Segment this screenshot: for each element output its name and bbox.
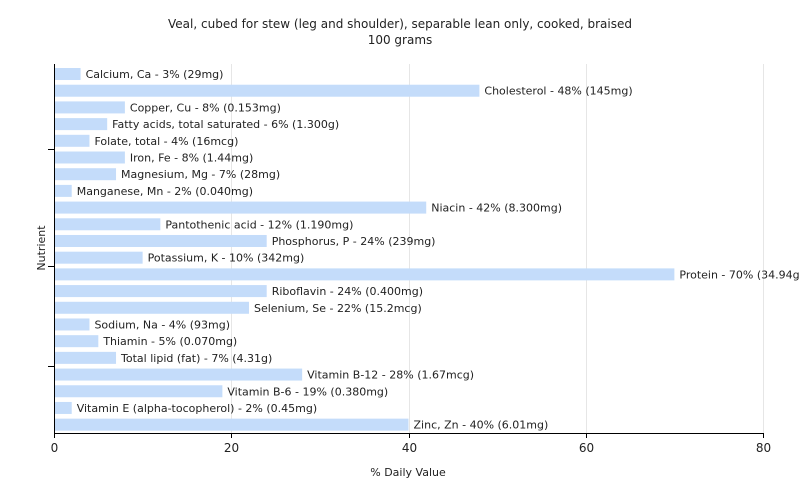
bar-label-2: Copper, Cu - 8% (0.153mg) [130, 101, 281, 114]
bar-label-0: Calcium, Ca - 3% (29mg) [86, 68, 224, 81]
bar-15 [55, 318, 90, 331]
bar-label-7: Manganese, Mn - 2% (0.040mg) [77, 185, 253, 198]
bar-label-9: Pantothenic acid - 12% (1.190mg) [165, 218, 353, 231]
bar-20 [55, 401, 72, 414]
bar-label-8: Niacin - 42% (8.300mg) [431, 202, 562, 215]
bar-label-6: Magnesium, Mg - 7% (28mg) [121, 168, 280, 181]
bar-9 [55, 218, 161, 231]
bar-0 [55, 68, 81, 81]
bar-6 [55, 168, 117, 181]
bar-13 [55, 285, 267, 298]
bar-label-21: Zinc, Zn - 40% (6.01mg) [414, 419, 549, 432]
bar-label-12: Protein - 70% (34.94g) [679, 268, 800, 281]
bar-17 [55, 351, 117, 364]
bar-label-20: Vitamin E (alpha-tocopherol) - 2% (0.45m… [77, 402, 317, 415]
chart-title-block: Veal, cubed for stew (leg and shoulder),… [0, 16, 800, 48]
bar-label-14: Selenium, Se - 22% (15.2mcg) [254, 302, 422, 315]
x-tick-label-0: 0 [51, 441, 59, 455]
bar-5 [55, 151, 125, 164]
bar-12 [55, 268, 675, 281]
bar-label-18: Vitamin B-12 - 28% (1.67mcg) [307, 369, 474, 382]
bar-1 [55, 84, 480, 97]
bar-label-5: Iron, Fe - 8% (1.44mg) [130, 152, 253, 165]
bar-8 [55, 201, 427, 214]
bar-16 [55, 335, 99, 348]
bar-label-11: Potassium, K - 10% (342mg) [148, 252, 305, 265]
bar-label-17: Total lipid (fat) - 7% (4.31g) [120, 352, 272, 365]
bar-label-16: Thiamin - 5% (0.070mg) [102, 335, 237, 348]
bar-2 [55, 101, 125, 114]
x-axis-title: % Daily Value [370, 466, 446, 479]
bar-label-4: Folate, total - 4% (16mcg) [94, 135, 238, 148]
bar-label-13: Riboflavin - 24% (0.400mg) [272, 285, 423, 298]
bar-18 [55, 368, 303, 381]
bar-label-3: Fatty acids, total saturated - 6% (1.300… [112, 118, 339, 131]
bar-10 [55, 234, 267, 247]
axis-layer: 0 20 40 60 80 [48, 64, 771, 455]
bar-21 [55, 418, 409, 431]
chart-title: Veal, cubed for stew (leg and shoulder),… [168, 17, 632, 31]
x-tick-label-4: 80 [756, 441, 771, 455]
bar-label-1: Cholesterol - 48% (145mg) [484, 85, 632, 98]
bar-7 [55, 184, 72, 197]
bar-19 [55, 385, 223, 398]
x-tick-label-2: 40 [402, 441, 417, 455]
bar-14 [55, 301, 249, 314]
chart-subtitle: 100 grams [367, 33, 433, 47]
bar-label-19: Vitamin B-6 - 19% (0.380mg) [227, 385, 388, 398]
x-tick-label-1: 20 [224, 441, 239, 455]
bar-label-10: Phosphorus, P - 24% (239mg) [272, 235, 436, 248]
bar-4 [55, 134, 90, 147]
y-axis-title: Nutrient [35, 225, 48, 271]
bar-3 [55, 118, 108, 131]
bar-11 [55, 251, 143, 264]
bar-label-15: Sodium, Na - 4% (93mg) [94, 318, 230, 331]
bar-layer: Calcium, Ca - 3% (29mg) Cholesterol - 48%… [55, 68, 800, 432]
x-tick-label-3: 60 [579, 441, 594, 455]
